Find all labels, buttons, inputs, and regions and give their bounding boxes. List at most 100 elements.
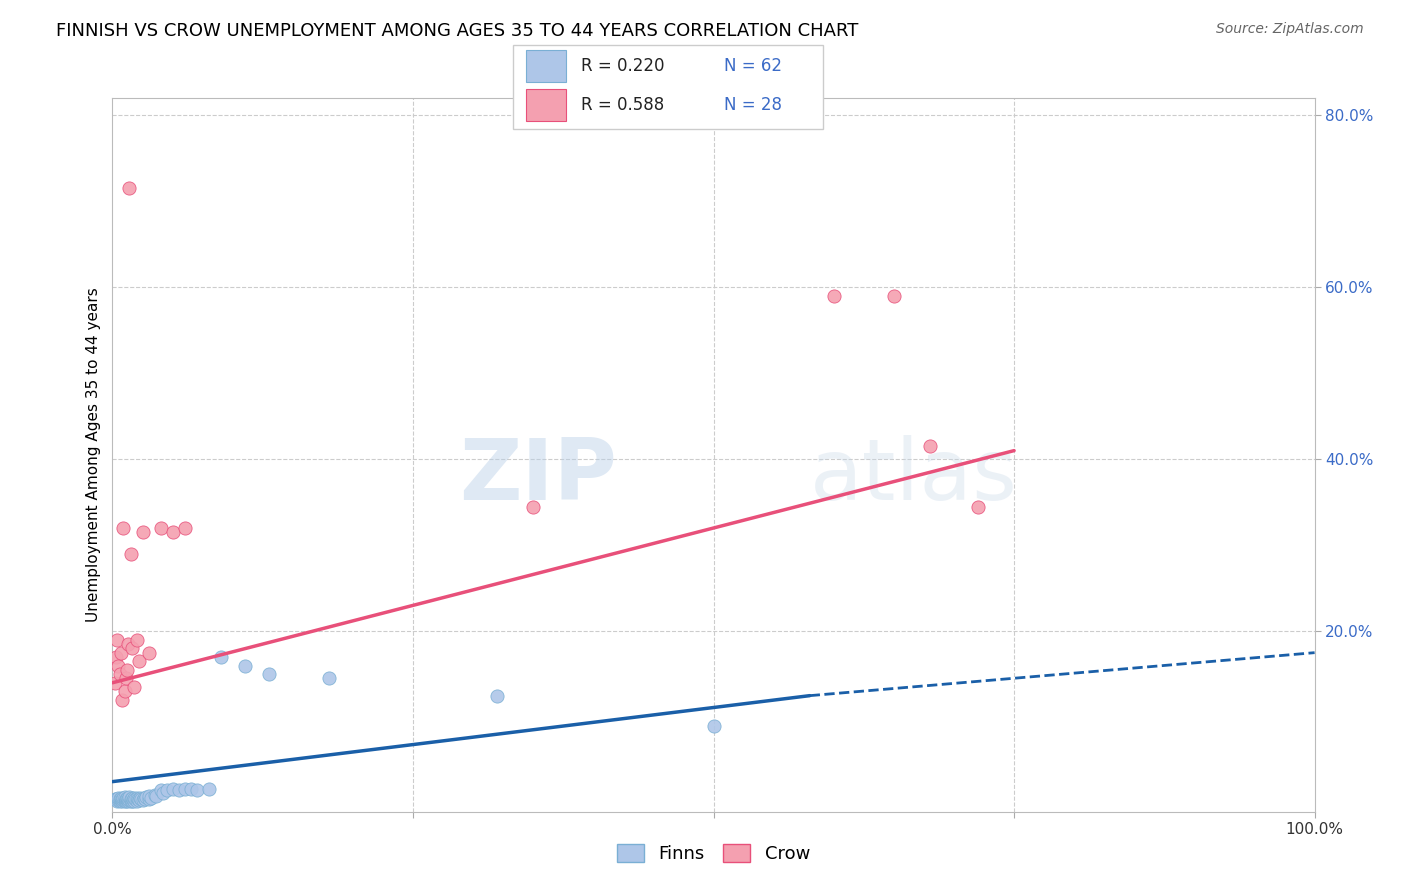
Point xyxy=(138,789,160,804)
Point xyxy=(120,792,142,806)
Point xyxy=(115,791,138,805)
Point xyxy=(108,793,131,807)
Point xyxy=(209,650,232,665)
Point xyxy=(117,793,139,807)
Point xyxy=(138,792,160,806)
Y-axis label: Unemployment Among Ages 35 to 44 years: Unemployment Among Ages 35 to 44 years xyxy=(86,287,101,623)
Text: R = 0.220: R = 0.220 xyxy=(581,57,665,75)
Point xyxy=(115,663,138,677)
Point xyxy=(114,793,136,807)
Point xyxy=(114,790,136,805)
Point xyxy=(112,521,135,535)
Point xyxy=(134,792,156,806)
Point xyxy=(131,793,153,807)
Point xyxy=(110,793,132,807)
Point xyxy=(122,791,145,805)
Point xyxy=(122,793,145,807)
Text: Source: ZipAtlas.com: Source: ZipAtlas.com xyxy=(1216,22,1364,37)
Point xyxy=(105,650,128,665)
Point xyxy=(121,641,143,656)
Point xyxy=(173,782,195,797)
Point xyxy=(118,793,141,807)
Point xyxy=(522,500,544,514)
Point xyxy=(129,791,152,805)
Point xyxy=(114,793,136,807)
Point xyxy=(121,793,143,807)
Point xyxy=(883,289,905,303)
Bar xyxy=(526,50,565,82)
Point xyxy=(125,632,148,647)
Text: N = 62: N = 62 xyxy=(724,57,782,75)
Point xyxy=(122,680,145,694)
Point xyxy=(111,792,134,806)
Point xyxy=(128,654,150,668)
Point xyxy=(114,792,136,806)
Point xyxy=(186,783,208,797)
Text: R = 0.588: R = 0.588 xyxy=(581,95,665,114)
Point xyxy=(152,786,174,800)
Point xyxy=(122,793,145,807)
Point xyxy=(125,791,148,805)
Point xyxy=(149,521,172,535)
Point xyxy=(104,675,127,690)
Point xyxy=(138,646,160,660)
Point xyxy=(162,782,184,797)
Text: FINNISH VS CROW UNEMPLOYMENT AMONG AGES 35 TO 44 YEARS CORRELATION CHART: FINNISH VS CROW UNEMPLOYMENT AMONG AGES … xyxy=(56,22,859,40)
Legend: Finns, Crow: Finns, Crow xyxy=(610,837,817,871)
Point xyxy=(132,791,155,805)
Point xyxy=(105,793,128,807)
Point xyxy=(104,792,127,806)
Point xyxy=(149,783,172,797)
Text: ZIP: ZIP xyxy=(460,434,617,518)
Text: N = 28: N = 28 xyxy=(724,95,782,114)
Point xyxy=(120,547,142,561)
Point xyxy=(125,793,148,807)
Point xyxy=(114,672,136,686)
Point xyxy=(318,672,340,686)
Point xyxy=(131,792,153,806)
Point xyxy=(918,439,941,453)
Point xyxy=(180,781,202,796)
Point xyxy=(823,289,845,303)
Point xyxy=(112,793,135,807)
Point xyxy=(124,792,146,806)
Point xyxy=(233,658,256,673)
Point xyxy=(117,637,139,651)
Point xyxy=(117,792,139,806)
Point xyxy=(135,790,157,805)
Text: atlas: atlas xyxy=(810,434,1018,518)
Point xyxy=(114,684,136,698)
Point xyxy=(139,791,162,805)
Point xyxy=(702,719,725,733)
Point xyxy=(486,689,509,703)
Point xyxy=(173,521,195,535)
Point xyxy=(128,793,150,807)
Point xyxy=(167,783,190,797)
Point xyxy=(121,791,143,805)
Point xyxy=(197,782,219,797)
Point xyxy=(127,792,149,806)
Point xyxy=(145,789,167,804)
Point xyxy=(118,181,141,195)
Point xyxy=(111,793,134,807)
Point xyxy=(131,525,153,540)
Point xyxy=(107,793,129,807)
Point xyxy=(143,788,166,802)
Point xyxy=(155,783,177,797)
Point xyxy=(112,791,135,805)
Point xyxy=(118,790,141,805)
Point xyxy=(114,792,136,806)
Point xyxy=(105,792,128,806)
Point xyxy=(107,791,129,805)
Point xyxy=(111,693,134,707)
Point xyxy=(110,646,132,660)
Point xyxy=(108,667,131,681)
Point xyxy=(115,793,138,807)
Point xyxy=(108,792,131,806)
FancyBboxPatch shape xyxy=(513,45,823,129)
Bar xyxy=(526,88,565,120)
Point xyxy=(257,667,280,681)
Point xyxy=(110,791,132,805)
Point xyxy=(162,525,184,540)
Point xyxy=(107,658,129,673)
